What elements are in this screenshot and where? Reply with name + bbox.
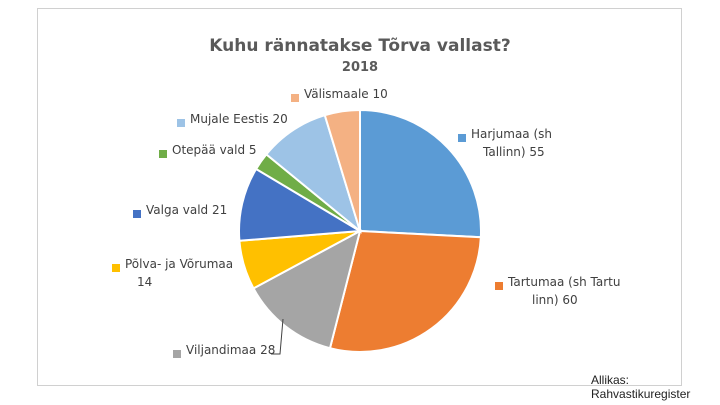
legend-swatch-4 [112, 264, 120, 272]
slice-label-3-line-1: Viljandimaa 28 [186, 343, 275, 357]
pie-slice-5 [238, 167, 364, 242]
legend-swatch-6 [159, 150, 167, 158]
chart-title: Kuhu rännatakse Tõrva vallast? [209, 36, 510, 56]
leader-line [271, 318, 284, 355]
slice-label-2-line-1: Tartumaa (sh Tartu [507, 275, 620, 289]
source-note: Allikas: Rahvastikuregister [591, 373, 691, 401]
chart-frame: Kuhu rännatakse Tõrva vallast? 2018 Harj… [37, 8, 690, 401]
legend-swatch-5 [133, 210, 141, 218]
chart-subtitle: 2018 [342, 60, 378, 75]
pie-slice-2 [328, 229, 482, 353]
slice-labels: Harjumaa (sh Tallinn) 55 Tartumaa (sh Tart… [112, 87, 620, 358]
slice-label-8-line-1: Välismaale 10 [304, 87, 388, 101]
slice-label-2-line-2: linn) 60 [532, 293, 578, 307]
legend-swatch-7 [177, 119, 185, 127]
legend-swatch-2 [495, 282, 503, 290]
slice-label-6-line-1: Otepää vald 5 [172, 143, 257, 157]
pie-slices [238, 108, 482, 353]
slice-label-5-line-1: Valga vald 21 [146, 203, 227, 217]
legend-swatch-8 [291, 94, 299, 102]
legend-swatch-1 [458, 134, 466, 142]
pie-slice-8 [323, 108, 361, 232]
slice-label-7-line-1: Mujale Eestis 20 [190, 112, 288, 126]
slice-label-1-line-1: Harjumaa (sh [471, 127, 552, 141]
slice-label-4-line-1: Põlva- ja Võrumaa [125, 257, 233, 271]
slice-label-4-line-2: 14 [137, 275, 152, 289]
pie-chart: Kuhu rännatakse Tõrva vallast? 2018 Harj… [112, 36, 620, 358]
pie-slice-3 [252, 229, 362, 350]
slice-label-1-line-2: Tallinn) 55 [482, 145, 545, 159]
legend-swatch-3 [173, 350, 181, 358]
pie-slice-1 [359, 108, 482, 239]
